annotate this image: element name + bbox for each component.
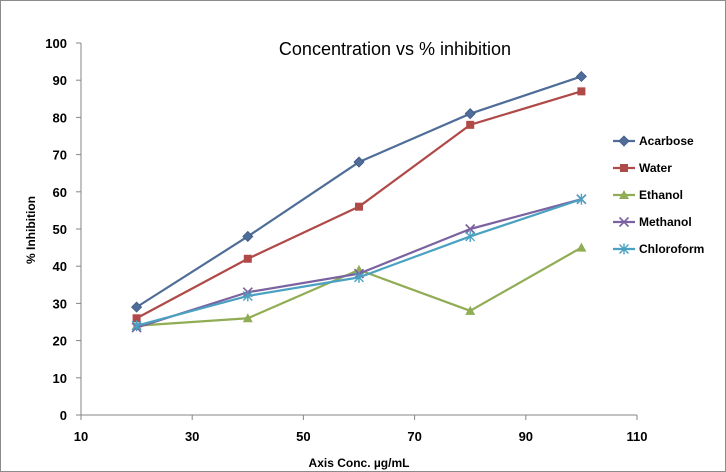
series-acarbose [131,70,587,313]
y-axis-ticks: 0 10 20 30 40 50 60 70 80 90 100 [45,36,81,423]
legend-label-ethanol: Ethanol [639,188,683,202]
x-tick-label: 50 [296,429,310,444]
y-tick-label: 90 [53,73,67,88]
legend-label-acarbose: Acarbose [639,134,694,148]
y-tick-label: 10 [53,371,67,386]
x-axis-title: Axis Conc. µg/mL [309,456,410,470]
data-point-acarbose [575,70,587,83]
data-point-acarbose [131,301,143,313]
legend-item-chloroform: Chloroform [613,242,704,256]
legend: Acarbose Water Ethanol Methanol Chloroform [613,134,704,256]
data-point-ethanol [576,242,587,252]
data-point-chloroform [465,230,476,242]
y-tick-label: 70 [53,148,67,163]
y-tick-label: 30 [53,296,67,311]
data-point-water [355,202,363,211]
series-line-ethanol [136,246,582,327]
y-tick-label: 60 [53,185,67,200]
x-tick-label: 30 [185,429,199,444]
data-point-water [466,120,475,129]
x-tick-label: 110 [627,429,648,444]
legend-marker-water [620,164,628,172]
data-point-chloroform [354,271,364,283]
data-point-water [243,254,252,263]
legend-item-methanol: Methanol [613,215,692,229]
data-point-water [577,87,586,96]
y-tick-label: 20 [53,334,67,349]
legend-marker-methanol [618,216,630,228]
data-point-chloroform [576,193,587,205]
legend-label-chloroform: Chloroform [639,242,704,256]
series-chloroform [131,193,587,332]
data-point-acarbose [242,230,254,243]
y-tick-label: 80 [53,110,67,125]
x-tick-label: 90 [519,429,533,444]
data-point-methanol [465,223,476,235]
data-point-acarbose [464,108,476,120]
legend-marker-chloroform [619,243,629,255]
legend-marker-ethanol [619,190,629,199]
legend-label-water: Water [639,161,672,175]
series-water [132,87,586,323]
legend-item-ethanol: Ethanol [613,188,683,202]
data-point-ethanol [242,313,253,323]
series-ethanol [131,242,587,330]
y-tick-label: 50 [53,222,67,237]
data-point-chloroform [242,290,253,302]
data-point-chloroform [131,320,142,332]
series-layer [131,70,587,333]
x-tick-label: 10 [74,429,88,444]
data-point-water [132,314,141,323]
y-axis-title: % Inhibition [24,196,38,264]
legend-label-methanol: Methanol [639,215,692,229]
legend-item-acarbose: Acarbose [613,134,694,148]
series-methanol [131,194,587,333]
data-point-ethanol [465,305,476,315]
y-tick-label: 100 [45,36,67,51]
legend-marker-acarbose [618,135,630,147]
chart-title: Concentration vs % inhibition [279,39,511,59]
legend-item-water: Water [613,161,672,175]
x-tick-label: 70 [407,429,421,444]
y-tick-label: 0 [60,408,67,423]
x-axis-ticks: 10 30 50 70 90 110 [74,415,648,444]
y-tick-label: 40 [53,259,67,274]
data-point-acarbose [353,156,365,168]
